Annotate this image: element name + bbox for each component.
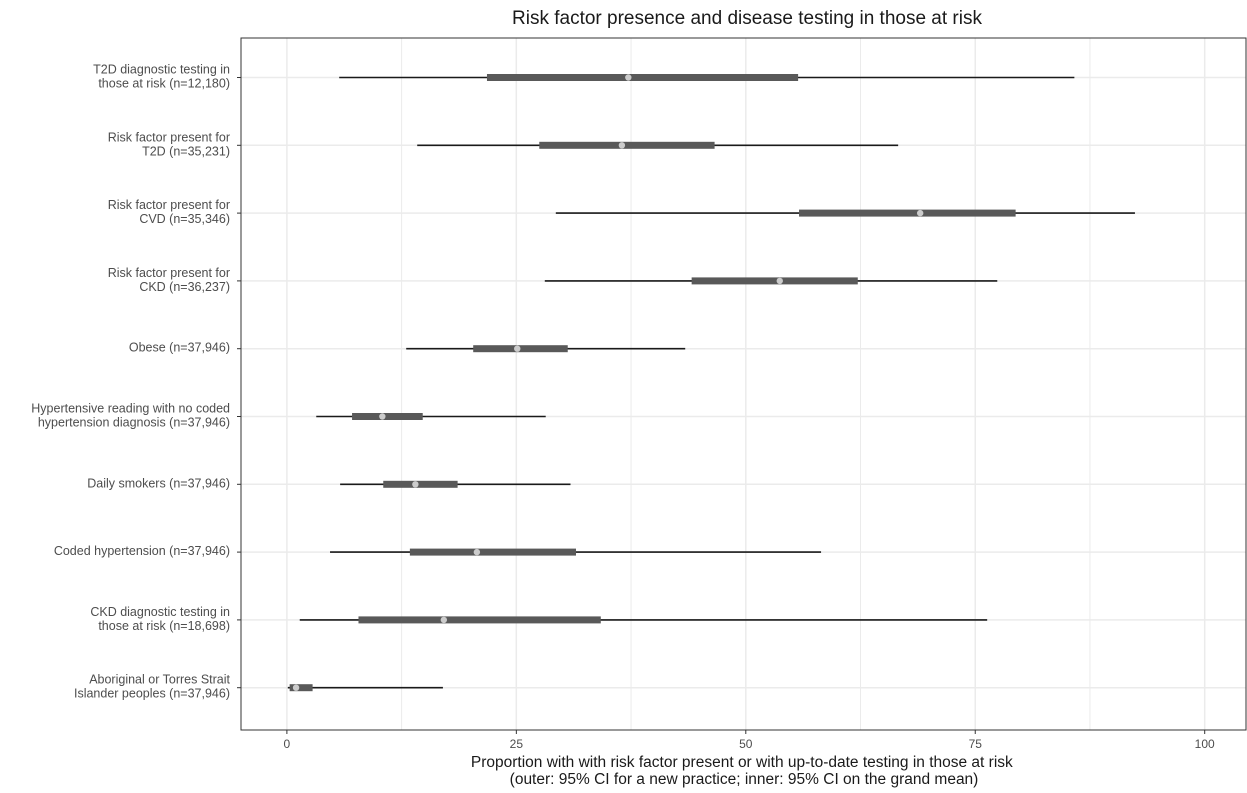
inner-ci-bar xyxy=(799,209,1016,217)
x-tick-label: 50 xyxy=(739,737,753,751)
point-estimate xyxy=(473,548,481,556)
inner-ci-bar xyxy=(473,345,568,353)
inner-ci-bar xyxy=(409,548,576,556)
inner-ci-bar xyxy=(289,684,313,692)
x-tick-label: 75 xyxy=(969,737,983,751)
chart-title: Risk factor presence and disease testing… xyxy=(512,8,982,29)
y-category-label: Islander peoples (n=37,946) xyxy=(74,687,230,701)
x-axis: 0 25 50 75 100 xyxy=(284,730,1215,751)
y-category-label: Hypertensive reading with no coded xyxy=(31,402,230,416)
y-category-label: those at risk (n=12,180) xyxy=(98,77,230,91)
point-estimate xyxy=(412,481,419,488)
y-category-label: Aboriginal or Torres Strait xyxy=(89,673,230,687)
inner-ci-bar xyxy=(352,413,423,420)
y-category-label: Risk factor present for xyxy=(108,198,230,212)
x-axis-title-line-2: (outer: 95% CI for a new practice; inner… xyxy=(510,771,979,788)
y-category-label: T2D diagnostic testing in xyxy=(93,63,230,77)
point-estimate xyxy=(292,684,300,691)
point-estimate xyxy=(776,277,783,285)
inner-ci-bar xyxy=(358,616,601,624)
point-estimate xyxy=(625,74,632,81)
x-tick-label: 100 xyxy=(1195,737,1215,751)
inner-ci-bar xyxy=(383,480,458,488)
y-category-label: Risk factor present for xyxy=(108,130,230,144)
point-estimate xyxy=(618,142,626,149)
y-category-label: CKD (n=36,237) xyxy=(139,280,230,294)
x-axis-title: Proportion with with risk factor present… xyxy=(471,754,1017,788)
plot-panel-border xyxy=(240,37,1247,731)
y-category-label: CKD diagnostic testing in xyxy=(90,605,230,619)
x-tick-label: 25 xyxy=(510,737,524,751)
point-estimate xyxy=(514,345,521,352)
inner-ci-bar xyxy=(691,277,858,285)
x-tick-label: 0 xyxy=(284,737,291,751)
inner-ci-bar xyxy=(539,141,715,149)
x-axis-title-line-1: Proportion with with risk factor present… xyxy=(471,754,1013,771)
inner-ci-bar xyxy=(486,74,799,81)
y-category-label: T2D (n=35,231) xyxy=(142,144,230,158)
interval-marks xyxy=(287,74,1135,692)
y-category-label: Obese (n=37,946) xyxy=(129,341,230,355)
y-category-label: those at risk (n=18,698) xyxy=(98,619,230,633)
point-estimate xyxy=(379,413,386,420)
y-category-label: Risk factor present for xyxy=(108,266,230,280)
point-estimate xyxy=(440,616,448,624)
y-category-label: Daily smokers (n=37,946) xyxy=(87,476,230,490)
y-category-label: hypertension diagnosis (n=37,946) xyxy=(38,416,230,430)
plot-panel xyxy=(241,38,1246,730)
y-category-label: CVD (n=35,346) xyxy=(139,212,230,226)
point-estimate xyxy=(916,209,924,217)
y-category-label: Coded hypertension (n=37,946) xyxy=(54,544,230,558)
